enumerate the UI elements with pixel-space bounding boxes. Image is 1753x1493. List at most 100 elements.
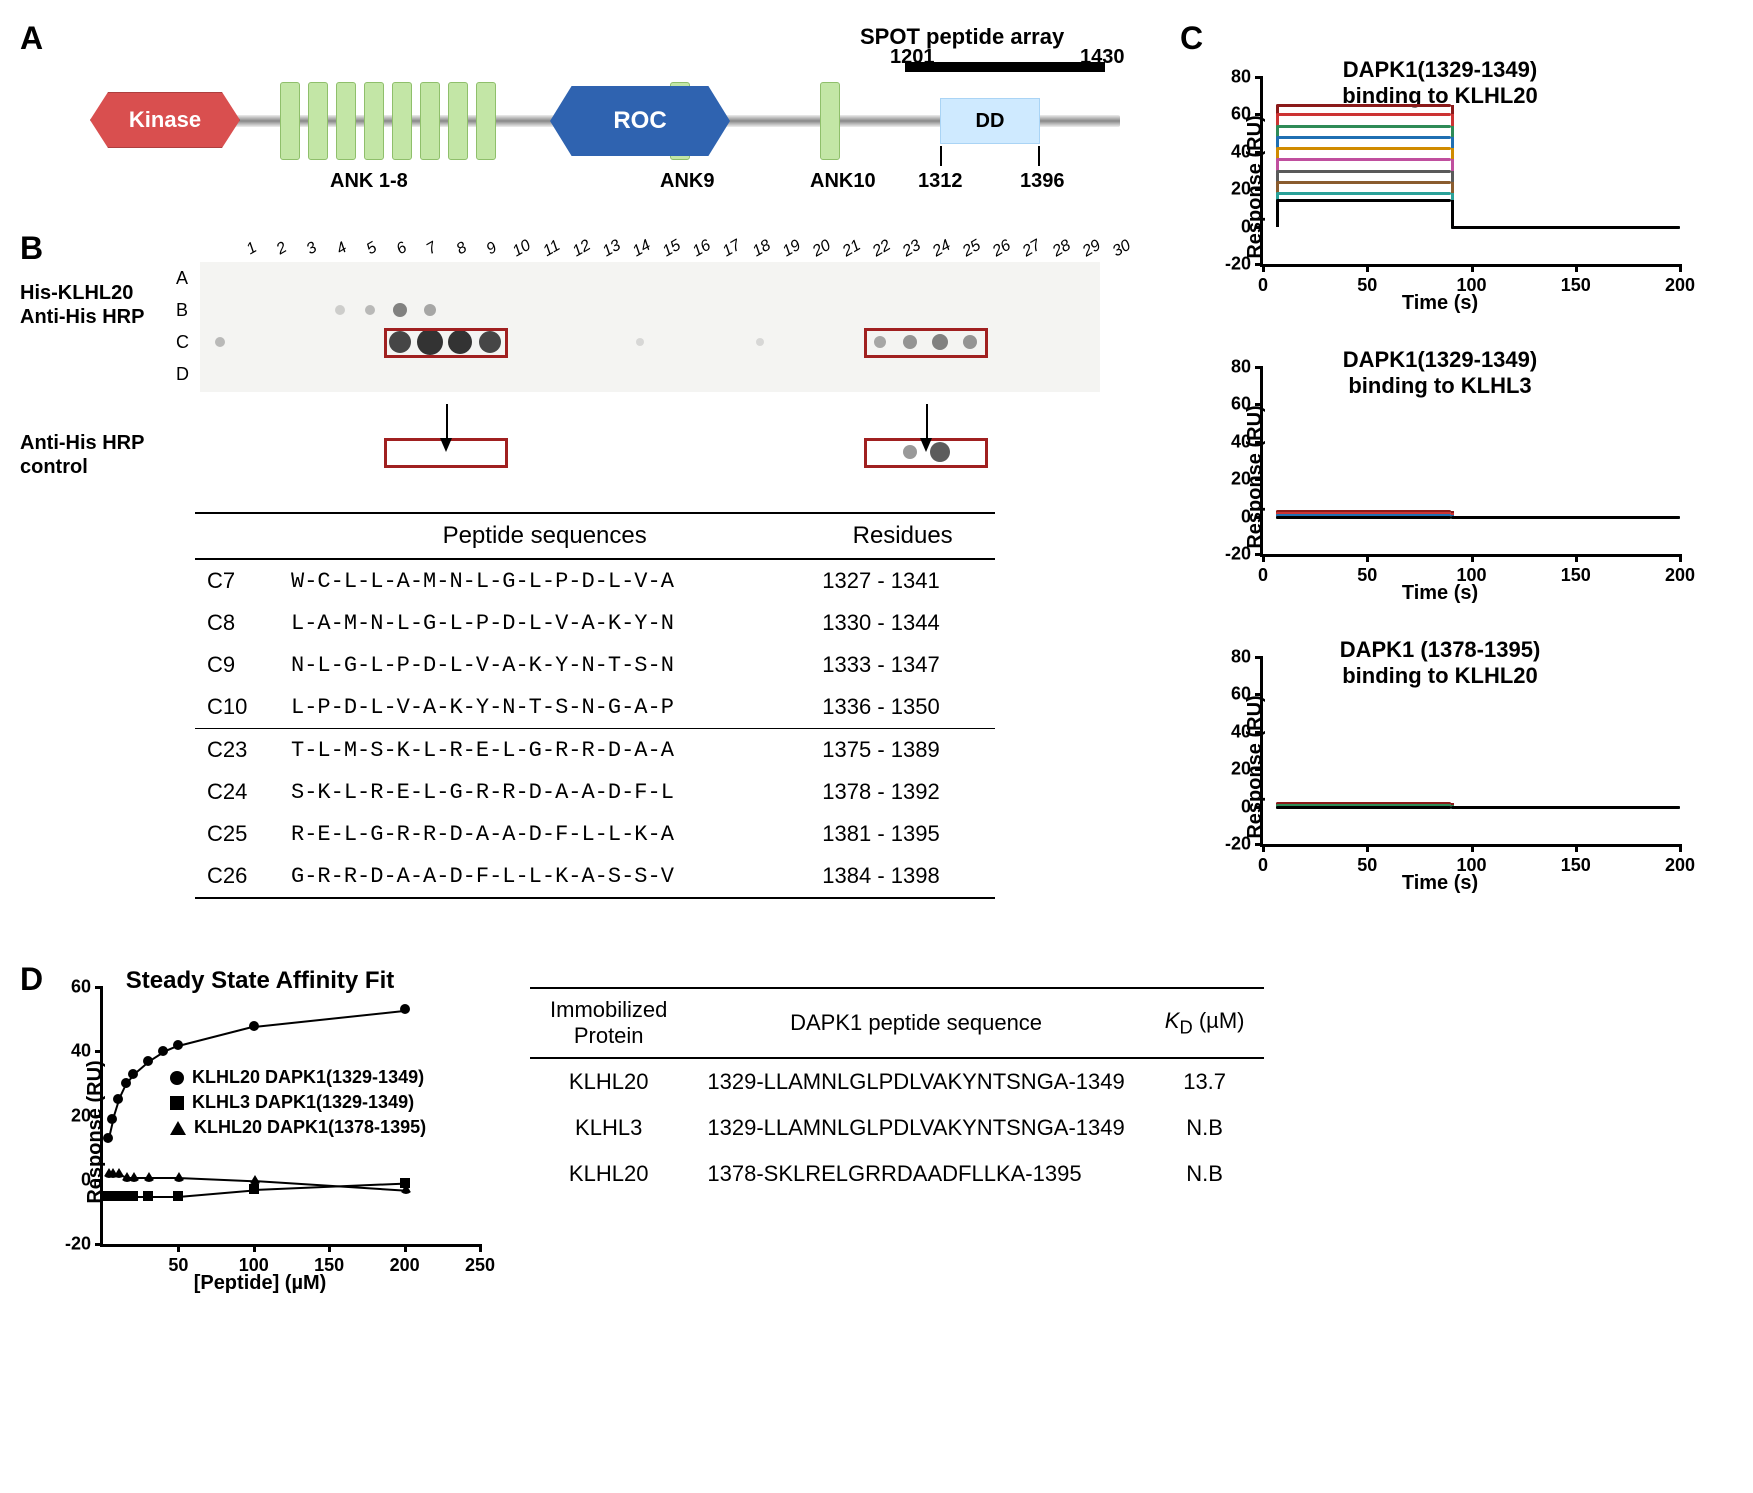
legend-text: KLHL20 DAPK1(1329-1349) (192, 1067, 424, 1088)
trace (1276, 136, 1451, 139)
col-num: 3 (297, 235, 327, 263)
steady-state-chart: Steady State Affinity Fit -2002040605010… (20, 967, 500, 1297)
legend-item: KLHL20 DAPK1(1329-1349) (170, 1067, 426, 1088)
table-row: C10L-P-D-L-V-A-K-Y-N-T-S-N-G-A-P1336 - 1… (195, 686, 995, 729)
xtick (1262, 844, 1265, 852)
peptide-table-head-seq: Peptide sequences (279, 513, 810, 559)
blot-spot (393, 303, 407, 317)
blot-spot (930, 442, 950, 462)
ytick-label: 80 (1207, 357, 1251, 378)
blot-spot (636, 338, 644, 346)
row-label: C (176, 332, 189, 353)
panel-b: B 12345678910111213141516171819202122232… (20, 240, 1170, 899)
pep-seq: L-A-M-N-L-G-L-P-D-L-V-A-K-Y-N (279, 602, 810, 644)
panel-c-label: C (1180, 20, 1203, 56)
ank-repeat (420, 82, 440, 160)
ank-repeat (364, 82, 384, 160)
ytick-label: 60 (47, 977, 91, 998)
blot-spot (365, 305, 375, 315)
table-row: C25R-E-L-G-R-R-D-A-A-D-F-L-L-K-A1381 - 1… (195, 813, 995, 855)
blot-spot (424, 304, 436, 316)
xtick-label: 50 (1357, 855, 1377, 876)
pep-res: 1378 - 1392 (810, 771, 995, 813)
xlabel: Time (s) (1402, 872, 1478, 895)
xtick (253, 1244, 256, 1252)
col-num: 23 (897, 235, 927, 263)
col-num: 14 (627, 235, 657, 263)
xlabel: Time (s) (1402, 292, 1478, 315)
legend-item: KLHL20 DAPK1(1378-1395) (170, 1117, 426, 1138)
pep-res: 1381 - 1395 (810, 813, 995, 855)
chart-axes: -20020406080050100150200 (1260, 367, 1680, 557)
ank-repeat (820, 82, 840, 160)
spr-chart: DAPK1(1329-1349)binding to KLHL3-2002040… (1180, 347, 1700, 607)
col-num: 15 (657, 235, 687, 263)
ank-repeat (280, 82, 300, 160)
pep-id: C24 (195, 771, 279, 813)
ank-repeat (476, 82, 496, 160)
pep-seq: G-R-R-D-A-A-D-F-L-L-K-A-S-S-V (279, 855, 810, 898)
table-row: C7W-C-L-L-A-M-N-L-G-L-P-D-L-V-A1327 - 13… (195, 559, 995, 602)
xtick (404, 1244, 407, 1252)
blot-spot (215, 337, 225, 347)
trace (1276, 806, 1451, 809)
ank9-label: ANK9 (660, 170, 714, 193)
col-num: 20 (807, 235, 837, 263)
kd-val: 13.7 (1145, 1058, 1265, 1105)
kd-prot: KLHL20 (530, 1151, 687, 1197)
pep-id: C10 (195, 686, 279, 729)
roc-domain: ROC (550, 86, 730, 156)
xtick-label: 0 (1258, 855, 1268, 876)
ylabel: Response (RU) (1244, 695, 1267, 838)
legend-text: KLHL20 DAPK1(1378-1395) (194, 1117, 426, 1138)
xtick-label: 250 (465, 1255, 495, 1276)
col-num: 10 (507, 235, 537, 263)
kd-seq: 1329-LLAMNLGLPDLVAKYNTSNGA-1349 (687, 1105, 1144, 1151)
ank-repeat (336, 82, 356, 160)
col-num: 30 (1107, 235, 1137, 263)
col-num: 6 (387, 235, 417, 263)
col-num: 8 (447, 235, 477, 263)
xtick-label: 0 (1258, 275, 1268, 296)
blot-spot (335, 305, 345, 315)
xtick (479, 1244, 482, 1252)
col-num: 9 (477, 235, 507, 263)
col-num: 25 (957, 235, 987, 263)
dd-domain: DD (940, 98, 1040, 144)
xtick (1575, 844, 1578, 852)
pep-res: 1333 - 1347 (810, 644, 995, 686)
ytick-label: 80 (1207, 647, 1251, 668)
xtick-label: 200 (390, 1255, 420, 1276)
table-row: KLHL31329-LLAMNLGLPDLVAKYNTSNGA-1349N.B (530, 1105, 1264, 1151)
ytick (1255, 656, 1263, 659)
xtick-label: 200 (1665, 565, 1695, 586)
figure: A SPOT peptide array 1201 1430 Kinase AN… (20, 20, 1733, 1327)
col-num: 17 (717, 235, 747, 263)
panel-c: C DAPK1(1329-1349)binding to KLHL20-2002… (1180, 20, 1740, 927)
trace (1276, 181, 1451, 184)
trace (1276, 516, 1451, 519)
table-row: C26G-R-R-D-A-A-D-F-L-L-K-A-S-S-V1384 - 1… (195, 855, 995, 898)
chart-axes: -20020406080050100150200 (1260, 657, 1680, 847)
ytick (95, 1050, 103, 1053)
ytick (95, 1243, 103, 1246)
col-num: 21 (837, 235, 867, 263)
xtick-label: 150 (1561, 275, 1591, 296)
xtick (1575, 554, 1578, 562)
col-num: 24 (927, 235, 957, 263)
xtick-label: 50 (1357, 275, 1377, 296)
col-num: 2 (267, 235, 297, 263)
col-num: 28 (1047, 235, 1077, 263)
dd-tick-end (1038, 146, 1040, 166)
main-blot: His-KLHL20 Anti-His HRP ABCD (200, 262, 1100, 392)
xtick-label: 0 (1258, 565, 1268, 586)
ank-repeat (308, 82, 328, 160)
series-line (148, 1177, 178, 1179)
series-line (118, 1196, 126, 1198)
xtick (177, 1244, 180, 1252)
pep-res: 1375 - 1389 (810, 729, 995, 772)
pep-seq: W-C-L-L-A-M-N-L-G-L-P-D-L-V-A (279, 559, 810, 602)
col-num: 16 (687, 235, 717, 263)
kd-seq: 1329-LLAMNLGLPDLVAKYNTSNGA-1349 (687, 1058, 1144, 1105)
trace (1276, 200, 1279, 226)
